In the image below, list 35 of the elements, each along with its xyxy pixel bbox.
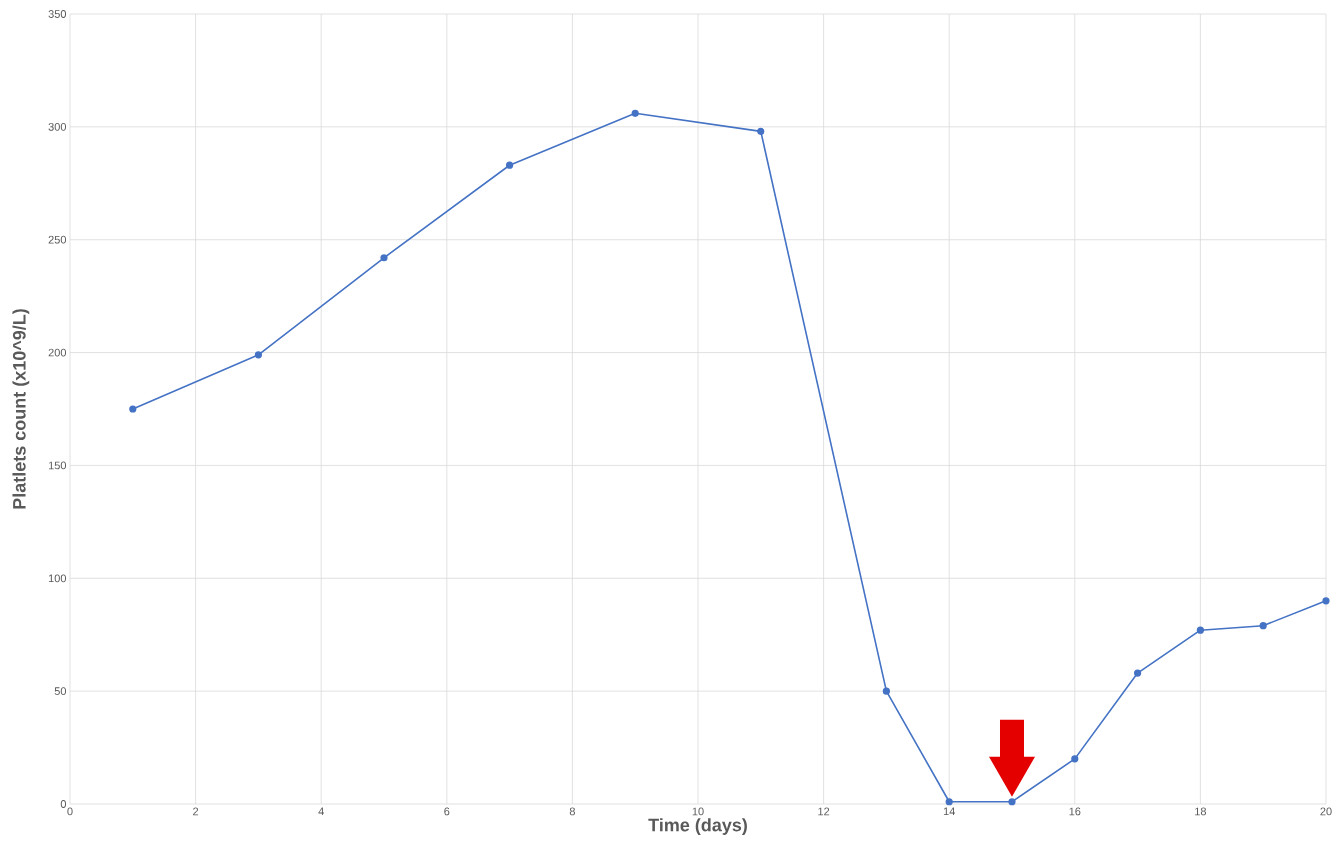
x-tick-label: 14 [943,807,955,816]
point [1071,755,1079,763]
y-tick-label: 0 [60,800,67,808]
point [1196,626,1204,634]
y-tick-label: 150 [48,461,67,470]
x-tick-label: 16 [1069,807,1081,816]
point [380,254,388,262]
point [1322,597,1330,605]
y-tick-label: 100 [48,574,67,583]
x-tick-label: 0 [67,807,73,816]
x-tick-label: 18 [1195,807,1207,816]
x-tick-label: 20 [1320,807,1332,816]
point [757,127,765,135]
x-tick-label: 2 [193,807,199,816]
point [945,798,953,806]
x-axis-title: Time (days) [648,818,747,835]
point [631,109,639,117]
point [129,405,137,413]
y-tick-label: 250 [48,235,67,244]
point [882,687,890,695]
point [1259,622,1267,630]
point [254,351,262,359]
x-tick-label: 4 [318,807,324,816]
y-axis-title: Platlets count (x10^9/L) [12,309,30,509]
x-tick-label: 12 [818,807,830,816]
y-tick-label: 200 [48,348,67,357]
point [1134,669,1142,677]
y-tick-label: 50 [54,687,67,696]
x-tick-label: 8 [569,807,575,816]
x-tick-label: 6 [444,807,450,816]
x-tick-label: 10 [692,807,704,816]
point [1008,798,1016,806]
point [506,161,514,169]
y-tick-label: 300 [48,122,67,131]
y-tick-label: 350 [48,10,67,18]
